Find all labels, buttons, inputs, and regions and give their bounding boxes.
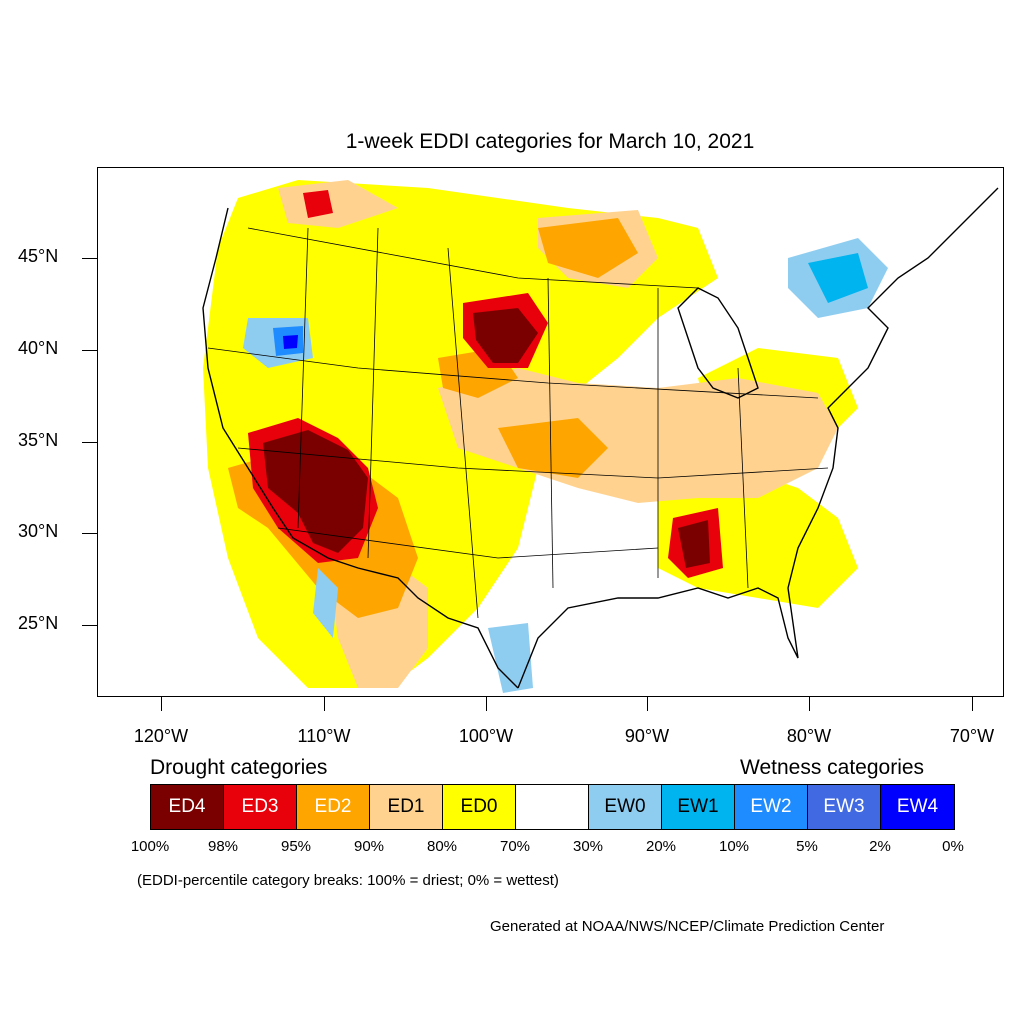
- drought-categories-title: Drought categories: [150, 756, 328, 779]
- percentile-break-label: 95%: [280, 838, 312, 855]
- category-box-ew0: EW0: [589, 785, 662, 829]
- lon-label-100w: 100°W: [458, 726, 514, 746]
- region-ed3: [303, 190, 333, 218]
- percentile-break-label: 90%: [353, 838, 385, 855]
- category-color-bar: ED4 ED3 ED2 ED1 ED0 EW0 EW1 EW2 EW3 EW4: [150, 784, 955, 830]
- lon-tick: [809, 697, 810, 711]
- region-ew0: [313, 568, 338, 638]
- category-box-ed0: ED0: [443, 785, 516, 829]
- region-ed4: [473, 308, 538, 363]
- region-ed2: [538, 218, 638, 278]
- category-box-neutral: [516, 785, 589, 829]
- category-box-ew1: EW1: [662, 785, 735, 829]
- eddi-map: [97, 167, 1004, 697]
- percentile-break-label: 2%: [869, 838, 891, 855]
- lon-label-120w: 120°W: [133, 726, 189, 746]
- lat-tick: [82, 258, 97, 259]
- lon-tick: [647, 697, 648, 711]
- lon-tick: [324, 697, 325, 711]
- percentile-break-label: 70%: [499, 838, 531, 855]
- lon-label-70w: 70°W: [949, 726, 995, 746]
- state-boundaries: [207, 227, 829, 619]
- percentile-break-label: 80%: [426, 838, 458, 855]
- region-ew1: [808, 253, 868, 303]
- region-ed0: [658, 468, 858, 608]
- credit-line: Generated at NOAA/NWS/NCEP/Climate Predi…: [490, 918, 885, 935]
- map-title: 1-week EDDI categories for March 10, 202…: [345, 130, 755, 153]
- region-ew0: [488, 623, 533, 693]
- category-box-ed3: ED3: [224, 785, 297, 829]
- lon-label-90w: 90°W: [624, 726, 670, 746]
- category-box-ed2: ED2: [297, 785, 370, 829]
- percentile-break-label: 0%: [942, 838, 964, 855]
- lat-label-25n: 25°N: [18, 613, 59, 633]
- lat-tick: [82, 442, 97, 443]
- percentile-break-label: 20%: [645, 838, 677, 855]
- percentile-break-label: 98%: [207, 838, 239, 855]
- category-box-ew3: EW3: [808, 785, 881, 829]
- category-box-ew4: EW4: [881, 785, 954, 829]
- region-ed4: [678, 520, 710, 568]
- wetness-categories-title: Wetness categories: [740, 756, 925, 779]
- percentile-break-label: 5%: [796, 838, 818, 855]
- category-box-ed1: ED1: [370, 785, 443, 829]
- lat-label-40n: 40°N: [18, 338, 59, 358]
- lon-tick: [486, 697, 487, 711]
- category-box-ed4: ED4: [151, 785, 224, 829]
- lat-label-30n: 30°N: [18, 521, 59, 541]
- lat-tick: [82, 625, 97, 626]
- lat-tick: [82, 533, 97, 534]
- lon-label-110w: 110°W: [297, 726, 351, 746]
- percentile-break-label: 30%: [572, 838, 604, 855]
- eddi-map-canvas: [202, 170, 999, 696]
- region-ed4: [263, 430, 368, 553]
- lat-label-35n: 35°N: [18, 430, 59, 450]
- region-ed2: [498, 418, 608, 478]
- lat-tick: [82, 350, 97, 351]
- lat-label-45n: 45°N: [18, 246, 59, 266]
- coastline: [202, 187, 999, 689]
- percentile-break-label: 100%: [130, 838, 170, 855]
- region-ew4: [283, 335, 298, 349]
- lon-label-80w: 80°W: [786, 726, 832, 746]
- category-box-ew2: EW2: [735, 785, 808, 829]
- percentile-break-label: 10%: [718, 838, 750, 855]
- lon-tick: [161, 697, 162, 711]
- lon-tick: [972, 697, 973, 711]
- percentile-note: (EDDI-percentile category breaks: 100% =…: [137, 872, 559, 889]
